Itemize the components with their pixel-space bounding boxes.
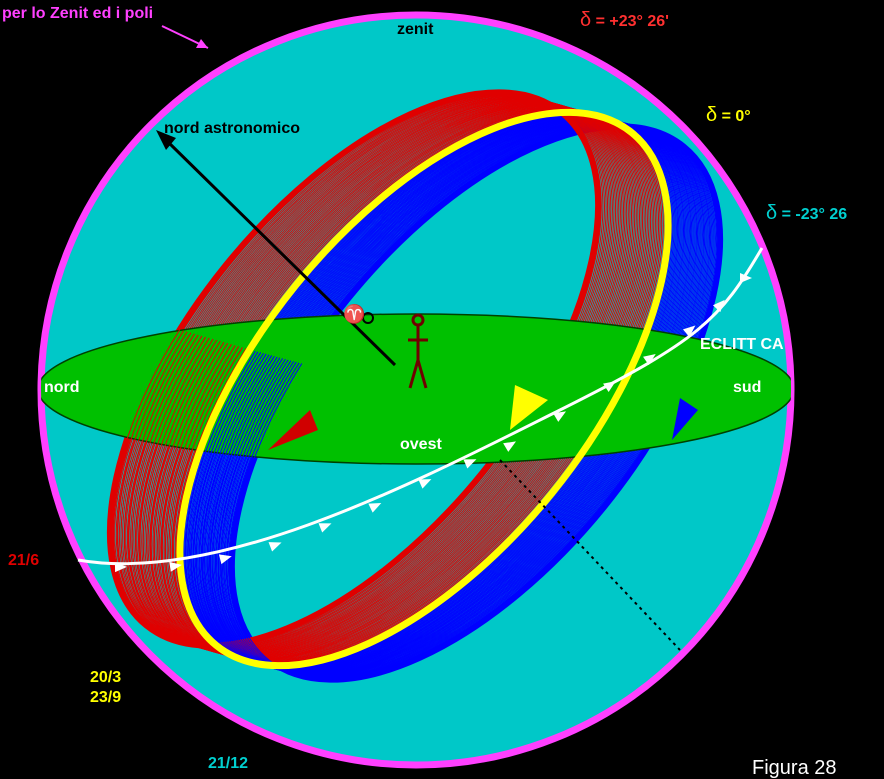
ecliptic-arrowhead (603, 381, 616, 392)
summer-direction-arrow (268, 410, 318, 450)
north-celestial-pole-arrow (156, 130, 397, 367)
ecliptic-arrowhead (643, 353, 656, 365)
observer-figure (408, 313, 428, 389)
date-autumn-equinox: 23/9 (90, 689, 122, 706)
zenit-label: zenit (397, 21, 434, 38)
ecliptic-arrowhead (114, 562, 127, 573)
ovest-label: ovest (400, 436, 442, 453)
delta-symbol: δ (706, 104, 718, 126)
date-summer-solstice: 21/6 (8, 552, 40, 569)
ecliptic-arrowhead (463, 459, 477, 469)
ecliptic-arrowhead (503, 441, 517, 452)
nord-label: nord (44, 379, 80, 396)
date-spring-equinox: 20/3 (90, 669, 122, 686)
meridian-pointer-arrow (161, 25, 209, 49)
declination-plus-value: = +23° 26' (595, 13, 669, 30)
declination-plus-label: δ = +23° 26' (580, 10, 669, 30)
figure-caption: Figura 28 (752, 757, 837, 779)
circle-note-label: per lo Zenit ed i poli (2, 5, 154, 22)
celestial-equator (176, 108, 672, 670)
ecliptic-arrowhead (368, 502, 382, 513)
aries-point (362, 312, 374, 324)
ecliptic-arrowhead (682, 325, 696, 338)
ecliptic-arrowhead (218, 554, 232, 565)
delta-symbol: δ (580, 9, 592, 31)
ecliptic-arrowhead (169, 561, 182, 572)
ecliptic-arrowhead (318, 523, 332, 533)
ecliptic-label: ECLITT CA (700, 336, 784, 353)
ecliptic-arrowhead (418, 479, 432, 489)
declination-zero-value: = 0° (721, 108, 751, 125)
equator-direction-arrow (510, 385, 548, 430)
ecliptic-path (77, 247, 764, 573)
nord-astronomico-label: nord astronomico (164, 120, 301, 137)
polar-axis-dotted (499, 459, 681, 651)
declination-zero-label: δ = 0° (706, 105, 751, 125)
declination-minus-value: = -23° 26 (781, 206, 848, 223)
declination-minus-label: δ = -23° 26 (766, 203, 847, 223)
winter-direction-arrow (672, 398, 698, 440)
ecliptic-arrowhead (553, 411, 567, 422)
ecliptic-arrowhead (268, 542, 282, 552)
ecliptic-arrowhead (712, 299, 725, 313)
sud-label: sud (733, 379, 762, 396)
date-winter-solstice: 21/12 (208, 755, 249, 772)
delta-symbol: δ (766, 202, 778, 224)
ecliptic-arrowhead (740, 273, 752, 283)
aries-symbol: ♈ (343, 304, 366, 324)
